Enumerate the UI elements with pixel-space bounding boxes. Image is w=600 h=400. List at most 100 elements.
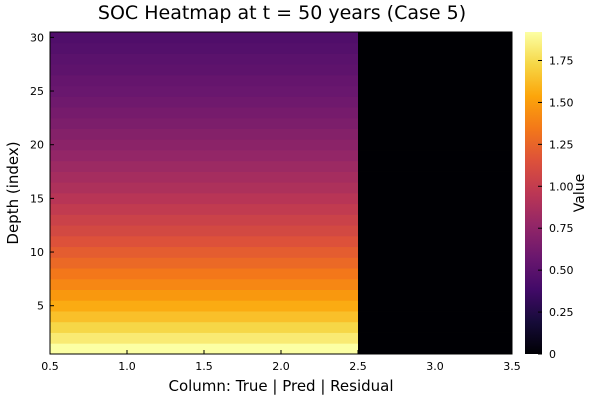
heatmap-cell	[50, 160, 205, 172]
y-tick-label: 10	[30, 246, 44, 259]
heatmap-cell	[50, 171, 205, 183]
heatmap-cell	[358, 117, 513, 129]
heatmap-cell	[358, 268, 513, 280]
heatmap-cell	[358, 182, 513, 194]
heatmap-cell	[358, 193, 513, 205]
heatmap-cell	[50, 321, 205, 333]
heatmap-cell	[50, 203, 205, 215]
heatmap-cell	[204, 246, 359, 258]
heatmap-cell	[50, 128, 205, 140]
x-tick-label: 3.0	[426, 360, 444, 373]
heatmap-cells	[50, 32, 513, 355]
heatmap-cell	[50, 246, 205, 258]
heatmap-cell	[50, 107, 205, 119]
heatmap-cell	[204, 182, 359, 194]
heatmap-cell	[204, 150, 359, 162]
heatmap-cell	[358, 321, 513, 333]
x-tick-label: 1.0	[118, 360, 136, 373]
heatmap-cell	[204, 32, 359, 44]
heatmap-cell	[358, 300, 513, 312]
heatmap-cell	[204, 171, 359, 183]
colorbar-label: Value	[572, 174, 588, 212]
heatmap-cell	[358, 53, 513, 65]
heatmap-cell	[50, 268, 205, 280]
heatmap-cell	[204, 225, 359, 237]
y-axis-label: Depth (index)	[4, 141, 22, 244]
heatmap-cell	[358, 32, 513, 44]
colorbar-tick-label: 1.25	[549, 138, 574, 151]
heatmap-cell	[204, 85, 359, 97]
x-tick-label: 0.5	[41, 360, 59, 373]
heatmap-cell	[204, 311, 359, 323]
heatmap-cell	[358, 107, 513, 119]
heatmap-cell	[358, 96, 513, 108]
y-tick-label: 20	[30, 139, 44, 152]
heatmap-cell	[358, 203, 513, 215]
y-tick-label: 25	[30, 85, 44, 98]
heatmap-cell	[204, 214, 359, 226]
heatmap-cell	[50, 332, 205, 344]
heatmap-cell	[204, 203, 359, 215]
heatmap-cell	[50, 85, 205, 97]
x-tick-label: 2.5	[349, 360, 367, 373]
y-tick-label: 30	[30, 31, 44, 44]
heatmap-cell	[204, 235, 359, 248]
x-tick-label: 2.0	[272, 360, 290, 373]
heatmap-cell	[358, 225, 513, 237]
heatmap-cell	[50, 117, 205, 129]
heatmap-cell	[204, 300, 359, 312]
heatmap-cell	[358, 257, 513, 269]
heatmap-cell	[204, 117, 359, 129]
heatmap-cell	[50, 139, 205, 151]
heatmap-cell	[204, 332, 359, 344]
y-tick-label: 5	[37, 300, 44, 313]
heatmap-cell	[358, 214, 513, 226]
heatmap-cell	[50, 32, 205, 44]
heatmap-cell	[50, 225, 205, 237]
heatmap-cell	[358, 42, 513, 54]
heatmap-cell	[358, 343, 513, 355]
heatmap-cell	[50, 311, 205, 323]
heatmap-cell	[50, 74, 205, 87]
colorbar-tick-label: 1.50	[549, 96, 574, 109]
colorbar-tick-label: 0.25	[549, 306, 574, 319]
heatmap-cell	[50, 53, 205, 65]
x-tick-label: 1.5	[195, 360, 213, 373]
heatmap-cell	[358, 235, 513, 248]
heatmap-cell	[50, 343, 205, 355]
heatmap-cell	[50, 278, 205, 290]
heatmap-cell	[204, 268, 359, 280]
heatmap-cell	[358, 160, 513, 172]
heatmap-cell	[50, 96, 205, 108]
heatmap-cell	[204, 128, 359, 140]
heatmap-cell	[204, 42, 359, 54]
heatmap-cell	[358, 311, 513, 323]
colorbar-tick-label: 0.75	[549, 222, 574, 235]
heatmap-cell	[204, 257, 359, 269]
heatmap-cell	[358, 278, 513, 290]
heatmap-cell	[204, 321, 359, 333]
colorbar-tick-label: 1.75	[549, 55, 574, 68]
heatmap-cell	[50, 182, 205, 194]
heatmap-cell	[358, 139, 513, 151]
heatmap-cell	[358, 289, 513, 301]
y-axis-ticks: 5 10 15 20 25 30	[30, 31, 54, 313]
heatmap-cell	[204, 74, 359, 87]
x-axis-ticks: 0.5 1.0 1.5 2.0 2.5 3.0 3.5	[41, 350, 521, 373]
colorbar-ticks: 0 0.25 0.50 0.75 1.00 1.25 1.50 1.75	[538, 55, 574, 361]
heatmap-cell	[358, 150, 513, 162]
heatmap-cell	[358, 85, 513, 97]
heatmap-cell	[50, 300, 205, 312]
heatmap-cell	[358, 74, 513, 87]
colorbar-tick-label: 0	[549, 348, 556, 361]
heatmap-cell	[50, 257, 205, 269]
heatmap-cell	[204, 193, 359, 205]
x-tick-label: 3.5	[503, 360, 521, 373]
heatmap-cell	[50, 214, 205, 226]
heatmap-cell	[50, 150, 205, 162]
heatmap-cell	[358, 171, 513, 183]
heatmap-cell	[204, 289, 359, 301]
colorbar-tick-label: 0.50	[549, 264, 574, 277]
colorbar	[525, 32, 542, 354]
